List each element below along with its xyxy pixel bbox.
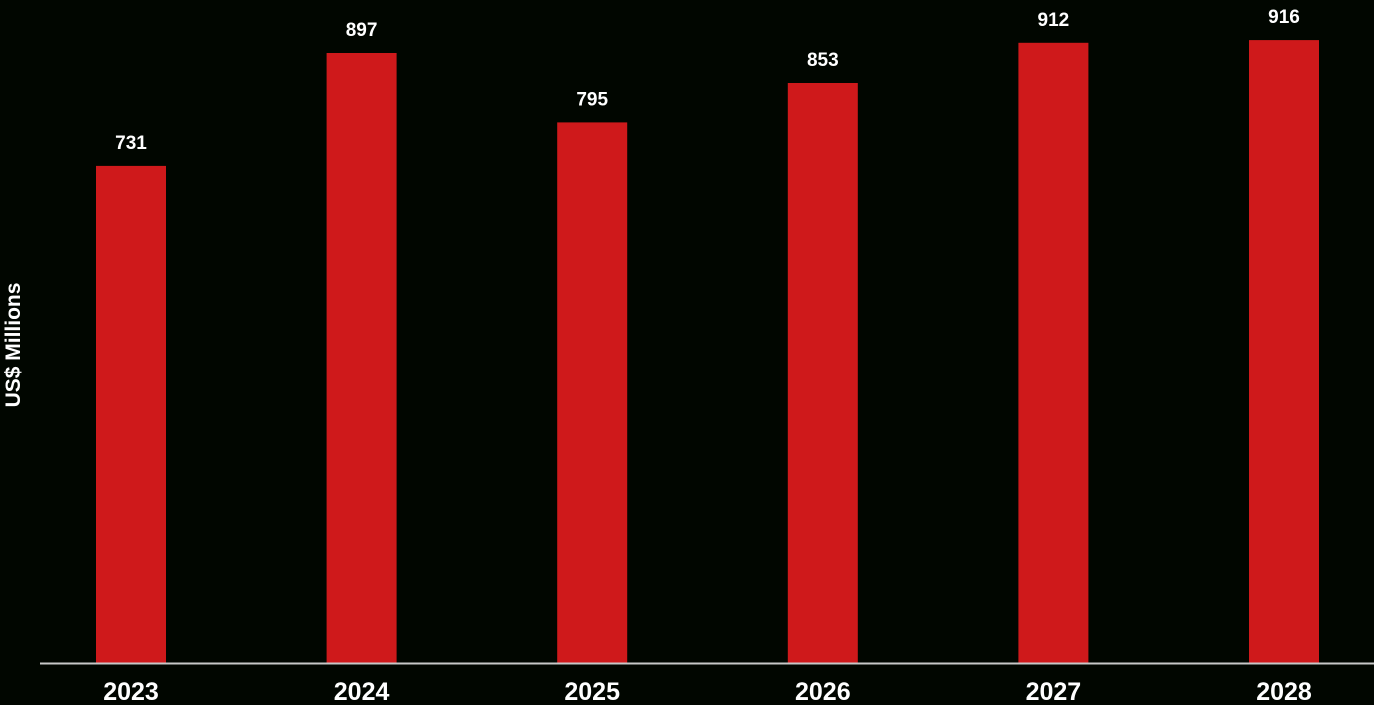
value-labels-layer: 731 897 795 853 912 916 [115,7,1300,154]
value-label-2023: 731 [115,133,147,154]
x-tick-label-2025: 2025 [564,678,620,705]
value-label-2024: 897 [346,20,378,41]
bar-2028 [1249,40,1319,664]
value-label-2025: 795 [576,89,608,110]
bar-2027 [1018,42,1089,664]
x-tick-labels-layer: 2023 2024 2025 2026 2027 2028 [103,678,1312,705]
y-axis-title: US$ Millions [2,283,25,408]
bar-2025 [557,122,628,663]
x-tick-label-2028: 2028 [1256,678,1312,705]
bar-2026 [787,83,858,663]
x-tick-label-2024: 2024 [334,678,390,705]
value-label-2027: 912 [1038,10,1070,31]
bar-2024 [326,53,397,663]
bar-2023 [96,165,166,663]
bars-layer [96,40,1319,664]
x-tick-label-2023: 2023 [103,678,159,705]
x-tick-label-2026: 2026 [795,678,851,705]
value-label-2028: 916 [1268,7,1300,28]
value-label-2026: 853 [807,50,839,71]
x-tick-label-2027: 2027 [1026,678,1082,705]
